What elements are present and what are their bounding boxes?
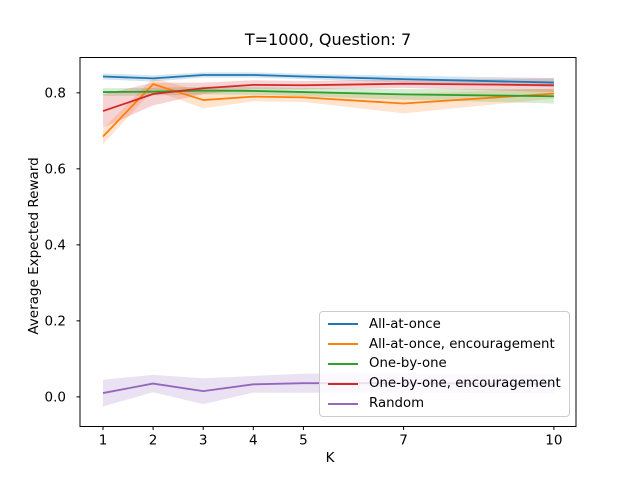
legend-label-random: Random [369,396,425,412]
legend-row: All-at-once, encouragement [328,337,569,352]
legend-row: Random [328,396,569,411]
y-tick-label: 0.4 [45,238,66,254]
x-tick-label: 3 [199,433,208,449]
legend-swatch-all-at-once [328,323,358,326]
series-line-all-at-once [102,74,554,84]
x-axis-label: K [325,450,335,466]
y-tick-label: 0.0 [45,390,66,406]
x-tick-label: 10 [545,433,562,449]
y-axis-label: Average Expected Reward [26,157,42,335]
legend-swatch-one-by-one [328,362,358,365]
legend-label-one-by-one: One-by-one [369,356,447,372]
legend-row: One-by-one, encouragement [328,376,569,391]
legend-swatch-random [328,402,358,405]
legend-swatch-all-at-once-encouragement [328,343,358,346]
chart-title: T=1000, Question: 7 [244,30,412,49]
x-tick-label: 2 [149,433,158,449]
series-line-one-by-one [102,89,554,98]
legend-label-one-by-one-encouragement: One-by-one, encouragement [369,376,561,392]
axes-frame [79,57,577,427]
legend-label-all-at-once-encouragement: All-at-once, encouragement [369,336,555,352]
x-tick-label: 5 [299,433,308,449]
y-tick-label: 0.6 [45,162,66,178]
legend-row: All-at-once [328,317,569,332]
x-tick-label: 4 [249,433,258,449]
y-tick-label: 0.8 [45,86,66,102]
legend-swatch-one-by-one-encouragement [328,382,358,385]
legend-row: One-by-one [328,356,569,371]
y-tick-label: 0.2 [45,314,66,330]
x-tick-label: 1 [99,433,108,449]
series-line-one-by-one-encouragement [102,82,554,112]
legend-label-all-at-once: All-at-once [369,316,441,332]
series-line-all-at-once-encouragement [102,83,554,138]
legend: All-at-once All-at-once, encouragement O… [319,311,570,417]
x-tick-label: 7 [399,433,408,449]
